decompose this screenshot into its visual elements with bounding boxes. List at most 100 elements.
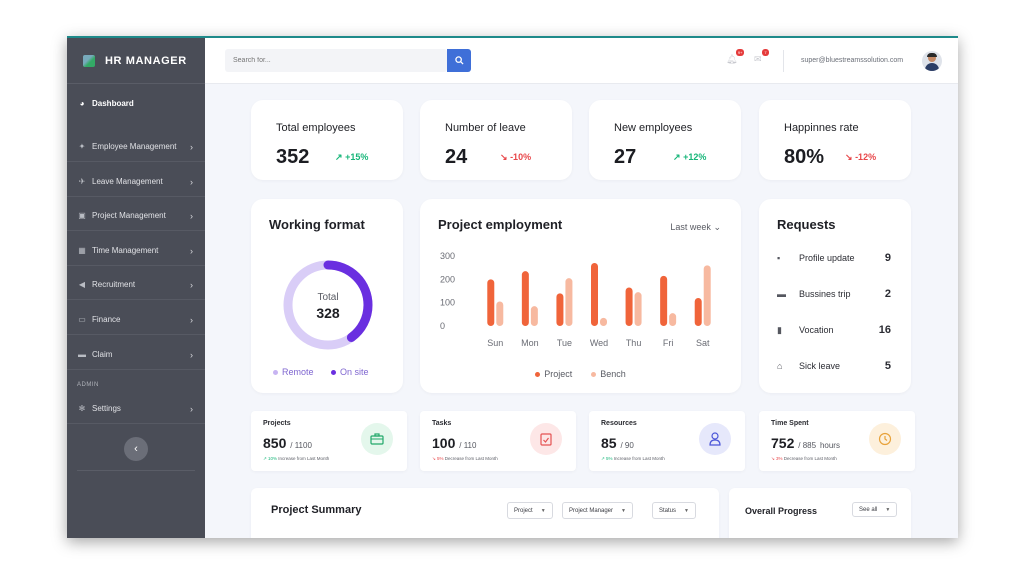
bar-project-tue[interactable] (556, 293, 564, 326)
sidebar-item-leave-management[interactable]: ✈ Leave Management › (67, 167, 205, 197)
mini-value: 752 / 885 hours (771, 435, 840, 451)
caret-down-icon: ▼ (540, 507, 546, 514)
bar-bench-fri[interactable] (669, 313, 677, 326)
sidebar-item-label: Claim (92, 350, 113, 359)
x-tick-label: Sat (696, 338, 710, 348)
topbar: 🔔︎ 9+ ✉ 7 super@bluestreamssolution.com (205, 38, 958, 84)
megaphone-icon: ◀ (78, 280, 86, 289)
project-employment-chart: 300 200 100 0 Sun Mon Tue Wed Thu Fri Sat (440, 251, 711, 348)
working-format-donut (283, 260, 373, 350)
bar-project-sun[interactable] (487, 279, 495, 326)
stat-change: ↘ -12% (845, 152, 877, 162)
chevron-right-icon: › (190, 176, 193, 187)
sidebar-item-label: Finance (92, 315, 121, 324)
stat-change: ↗ +12% (673, 152, 707, 162)
filter-project-manager-select[interactable]: Project Manager ▼ (562, 502, 633, 519)
collapse-sidebar-button[interactable]: ‹ (124, 437, 148, 461)
sidebar-item-settings[interactable]: ✻ Settings › (67, 394, 205, 424)
request-item-business-trip[interactable]: ▬ Bussines trip 2 (777, 288, 891, 300)
calendar-icon: ▦ (78, 246, 86, 255)
sidebar-item-claim[interactable]: ▬ Claim › (67, 340, 205, 370)
plane-icon: ✈ (78, 177, 86, 186)
stat-card-new-employees: New employees 27 ↗ +12% (589, 100, 741, 180)
mini-card-time-spent: Time Spent 752 / 885 hours ↘ 3% Decrease… (759, 411, 915, 471)
avatar[interactable] (922, 51, 942, 71)
stat-label: Total employees (276, 122, 356, 134)
stat-card-total-employees: Total employees 352 ↗ +15% (251, 100, 403, 180)
brand[interactable]: HR MANAGER (67, 38, 205, 84)
mail-icon: ✉ (754, 54, 762, 64)
sidebar-item-project-management[interactable]: ▣ Project Management › (67, 201, 205, 231)
messages-button[interactable]: ✉ 7 (754, 49, 769, 65)
search-input[interactable] (225, 49, 447, 72)
overall-progress-card: Overall Progress See all ▼ (729, 488, 911, 538)
gear-icon: ✻ (78, 404, 86, 413)
filter-project-select[interactable]: Project ▼ (507, 502, 553, 519)
bar-bench-mon[interactable] (530, 306, 538, 326)
working-format-card: Working format Total 328 Remote On site (251, 199, 403, 393)
legend-project: Project (535, 369, 572, 379)
home-icon: ⌂ (777, 361, 783, 371)
x-tick-label: Tue (557, 338, 572, 348)
card-title: Project Summary (271, 504, 362, 516)
trend-up-icon: ↗ (335, 152, 343, 162)
see-all-dropdown[interactable]: See all ▼ (852, 502, 898, 517)
divider (77, 470, 195, 471)
donut-onsite-arc (283, 260, 373, 350)
y-tick-label: 0 (440, 321, 445, 331)
bar-project-wed[interactable] (591, 263, 598, 326)
request-item-sick-leave[interactable]: ⌂ Sick leave 5 (777, 360, 891, 372)
sidebar-item-recruitment[interactable]: ◀ Recruitment › (67, 270, 205, 300)
bar-bench-sat[interactable] (703, 265, 711, 326)
mini-card-projects: Projects 850 / 1100 ↗ 10% Increase from … (251, 411, 407, 471)
legend-onsite: On site (331, 367, 369, 377)
filter-status-select[interactable]: Status ▼ (652, 502, 696, 519)
request-item-profile-update[interactable]: ▪ Profile update 9 (777, 252, 891, 264)
briefcase-icon: ▣ (78, 211, 86, 220)
stat-change: ↗ +15% (335, 152, 369, 162)
chevron-right-icon: › (190, 403, 193, 414)
sidebar-item-label: Time Management (92, 246, 159, 255)
request-item-vocation[interactable]: ▮ Vocation 16 (777, 324, 891, 336)
user-email[interactable]: super@bluestreamssolution.com (801, 57, 904, 64)
bar-bench-tue[interactable] (565, 278, 573, 326)
bar-bench-wed[interactable] (600, 317, 607, 326)
bar-bench-sun[interactable] (496, 301, 504, 327)
donut-center-label: Total (317, 292, 339, 303)
caret-down-icon: ▼ (885, 506, 891, 513)
trend-up-icon: ↗ (673, 152, 681, 162)
donut-center-value: 328 (316, 305, 340, 321)
card-title: Requests (777, 217, 836, 232)
stat-value: 80% (784, 146, 825, 168)
mini-title: Resources (601, 420, 637, 427)
notifications-button[interactable]: 🔔︎ 9+ (726, 49, 745, 65)
luggage-icon: ▮ (777, 324, 782, 335)
sidebar-item-finance[interactable]: ▭ Finance › (67, 305, 205, 335)
bar-project-thu[interactable] (625, 287, 633, 327)
caret-down-icon: ▼ (621, 507, 626, 514)
sidebar-item-dashboard[interactable]: ◕ Dashboard (67, 88, 205, 118)
admin-section-label: ADMIN (77, 382, 99, 388)
sidebar: HR MANAGER ◕ Dashboard ✦ Employee Manage… (67, 38, 205, 538)
chart-legend: Project Bench (420, 369, 741, 379)
mini-value: 100 / 110 (432, 435, 477, 451)
logo-icon (83, 54, 95, 67)
x-tick-label: Mon (521, 338, 539, 348)
chevron-left-icon: ‹ (134, 443, 138, 455)
stat-value: 27 (614, 146, 637, 168)
mini-note: ↗ 10% Increase from Last Month (263, 456, 330, 461)
sidebar-item-time-management[interactable]: ▦ Time Management › (67, 236, 205, 266)
bar-project-sat[interactable] (694, 298, 702, 326)
stat-value: 352 (276, 146, 310, 168)
bar-project-fri[interactable] (660, 275, 668, 326)
bar-bench-thu[interactable] (634, 292, 642, 326)
dashboard-icon: ◕ (79, 98, 85, 108)
sidebar-item-employee-management[interactable]: ✦ Employee Management › (67, 132, 205, 162)
mini-card-resources: Resources 85 / 90 ↗ 5% Increase from Las… (589, 411, 745, 471)
bar-project-mon[interactable] (521, 271, 529, 326)
brand-title: HR MANAGER (105, 54, 187, 67)
search-button[interactable] (447, 49, 471, 72)
clock-icon (869, 423, 901, 455)
period-dropdown[interactable]: Last week ⌄ (670, 222, 721, 232)
requests-card: Requests ▪ Profile update 9 ▬ Bussines trip… (759, 199, 911, 393)
